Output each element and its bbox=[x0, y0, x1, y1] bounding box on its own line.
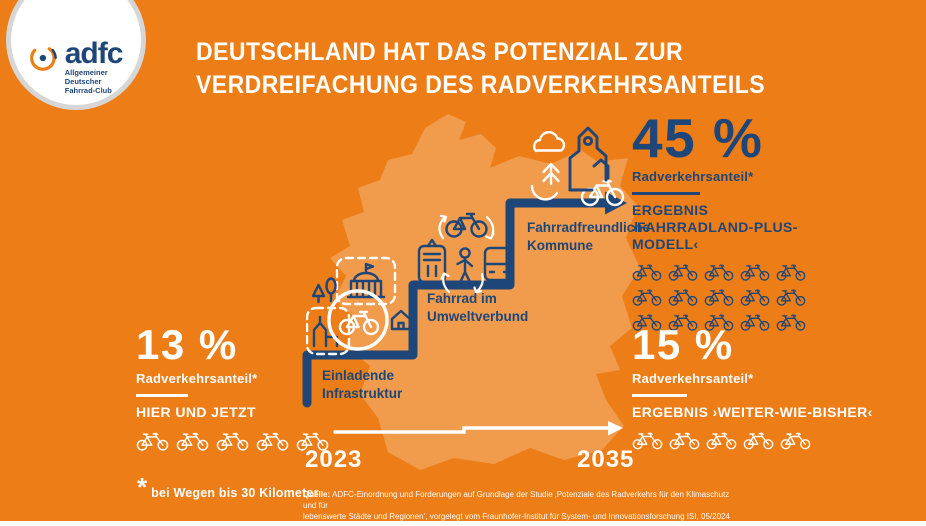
step-label-umweltverbund: Fahrrad im Umweltverbund bbox=[427, 290, 528, 325]
bike-icon bbox=[776, 312, 806, 331]
bike-row-now bbox=[136, 430, 341, 451]
step-label-kommune: Fahrradfreundliche Kommune bbox=[527, 219, 650, 254]
stat-now-value: 13 % bbox=[136, 321, 238, 368]
stat-bau-value: 15 % bbox=[632, 321, 734, 368]
bike-icon bbox=[740, 262, 770, 281]
staircase-arrow bbox=[302, 191, 627, 408]
step-2-line-1: Fahrrad im bbox=[427, 291, 497, 306]
bike-icon bbox=[668, 287, 698, 306]
stat-now-caption: HIER UND JETZT bbox=[136, 403, 256, 420]
step-3-line-2: Kommune bbox=[527, 237, 594, 253]
transport-cycle-icon bbox=[417, 212, 515, 294]
bike-icon bbox=[632, 312, 662, 331]
stat-now: 13 % Radverkehrsanteil* HIER UND JETZT bbox=[136, 324, 346, 451]
stat-plus-caption-1: ERGEBNIS bbox=[632, 201, 709, 218]
stat-plus-value: 45 % bbox=[632, 107, 764, 169]
step-label-infrastructure: Einladende Infrastruktur bbox=[322, 367, 402, 402]
stat-plus-model: 45 % Radverkehrsanteil* ERGEBNIS ›FAHRRA… bbox=[632, 107, 842, 332]
bike-icon bbox=[136, 430, 169, 451]
bottom-border bbox=[0, 521, 926, 526]
bike-icon bbox=[740, 287, 770, 306]
stat-plus-caption-2: ›FAHRRADLAND-PLUS-MODELL‹ bbox=[632, 218, 798, 252]
source-label: Quelle: bbox=[303, 490, 331, 499]
bike-icon bbox=[704, 262, 734, 281]
bike-icon bbox=[704, 312, 734, 331]
bike-icon bbox=[706, 430, 737, 450]
page-title: DEUTSCHLAND HAT DAS POTENZIAL ZUR VERDRE… bbox=[196, 36, 765, 102]
bike-icon bbox=[776, 262, 806, 281]
source-note: Quelle: ADFC-Einordnung und Forderungen a… bbox=[303, 489, 743, 522]
bike-row-bau bbox=[632, 430, 832, 450]
stat-bau-divider bbox=[632, 394, 687, 397]
stat-plus-divider bbox=[632, 192, 700, 195]
footnote-text: bei Wegen bis 30 Kilometer bbox=[151, 486, 319, 500]
footnote: * bei Wegen bis 30 Kilometer bbox=[137, 472, 319, 502]
stat-bau-caption: ERGEBNIS ›WEITER-WIE-BISHER‹ bbox=[632, 403, 873, 420]
step-1-line-2: Infrastruktur bbox=[322, 385, 403, 401]
stat-now-label: Radverkehrsanteil* bbox=[136, 371, 258, 386]
bike-icon bbox=[256, 430, 289, 451]
bike-icon bbox=[668, 312, 698, 331]
bike-icon bbox=[776, 287, 806, 306]
timeline-start-year: 2023 bbox=[305, 446, 363, 473]
bike-icon bbox=[704, 287, 734, 306]
stat-weiter-wie-bisher: 15 % Radverkehrsanteil* ERGEBNIS ›WEITER… bbox=[632, 321, 873, 450]
bike-grid-plus bbox=[632, 262, 812, 332]
logo-brand: adfc bbox=[64, 37, 124, 70]
adfc-wheel-icon bbox=[30, 45, 57, 71]
title-line-2: VERDREIFACHUNG DES RADVERKEHRSANTEILS bbox=[196, 71, 766, 99]
bike-icon bbox=[668, 262, 698, 281]
source-line-1: ADFC-Einordnung und Forderungen auf Grun… bbox=[303, 490, 730, 510]
bike-icon bbox=[632, 287, 662, 306]
timeline-end-year: 2035 bbox=[577, 446, 635, 473]
stat-now-divider bbox=[136, 394, 188, 397]
logo-subtitle-1: Allgemeiner Deutscher bbox=[64, 68, 108, 86]
bike-icon bbox=[632, 430, 663, 450]
bike-icon bbox=[743, 430, 774, 450]
adfc-logo: adfc Allgemeiner Deutscher Fahrrad-Club bbox=[6, 0, 146, 110]
community-icon bbox=[530, 126, 625, 207]
step-3-line-1: Fahrradfreundliche bbox=[527, 220, 651, 235]
bike-icon bbox=[740, 312, 770, 331]
bike-icon bbox=[216, 430, 249, 451]
bike-icon bbox=[176, 430, 209, 451]
step-2-line-2: Umweltverbund bbox=[427, 308, 529, 324]
bike-icon bbox=[632, 262, 662, 281]
timeline-arrow bbox=[333, 421, 623, 436]
source-line-2: lebenswerte Städte und Regionen‘, vorgel… bbox=[303, 512, 730, 521]
stat-plus-label: Radverkehrsanteil* bbox=[632, 169, 754, 184]
title-line-1: DEUTSCHLAND HAT DAS POTENZIAL ZUR bbox=[196, 38, 684, 66]
bike-icon bbox=[780, 430, 811, 450]
asterisk-icon: * bbox=[137, 472, 148, 502]
infrastructure-icon bbox=[306, 256, 412, 356]
step-1-line-1: Einladende bbox=[322, 368, 395, 383]
bike-icon bbox=[669, 430, 700, 450]
logo-subtitle-2: Fahrrad-Club bbox=[64, 86, 112, 95]
bike-icon bbox=[296, 430, 329, 451]
stat-bau-label: Radverkehrsanteil* bbox=[632, 371, 754, 386]
